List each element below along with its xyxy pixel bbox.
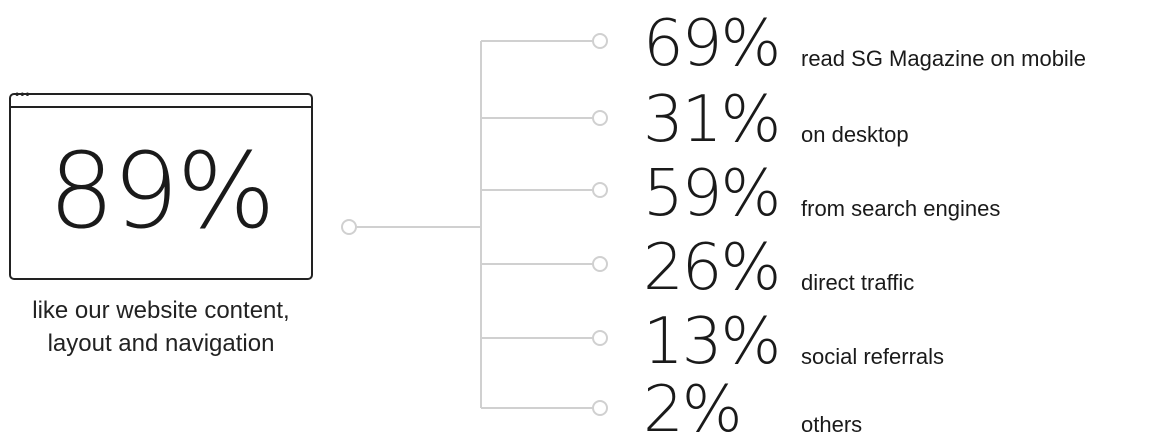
stat-row: 13% social referrals xyxy=(643,305,945,379)
stat-row: 2% others xyxy=(643,373,863,447)
main-stat-caption: like our website content, layout and nav… xyxy=(0,294,322,360)
stat-row: 31% on desktop xyxy=(643,83,909,157)
stat-row: 69% read SG Magazine on mobile xyxy=(643,7,1086,81)
stat-row: 26% direct traffic xyxy=(643,231,915,305)
window-dots-icon: ••• xyxy=(15,87,31,101)
stat-value: 69% xyxy=(643,7,781,81)
stat-value: 59% xyxy=(643,157,781,231)
browser-window-graphic: ••• 89% xyxy=(9,88,313,280)
connector-node-2 xyxy=(592,110,608,126)
stat-value: 13% xyxy=(643,305,781,379)
stat-row: 59% from search engines xyxy=(643,157,1001,231)
browser-titlebar: ••• xyxy=(11,88,311,108)
stat-label: direct traffic xyxy=(801,270,915,295)
stat-label: read SG Magazine on mobile xyxy=(801,46,1086,71)
main-stat-value: 89% xyxy=(48,130,275,252)
stat-value: 26% xyxy=(643,231,781,305)
connector-node-1 xyxy=(592,33,608,49)
stat-label: others xyxy=(801,412,863,437)
stat-value: 31% xyxy=(643,83,781,157)
main-stat-caption-line2: layout and navigation xyxy=(47,330,275,357)
connector-node-6 xyxy=(592,400,608,416)
stat-label: on desktop xyxy=(801,122,909,147)
stat-value: 2% xyxy=(643,373,743,447)
connector-node-main xyxy=(341,219,357,235)
connector-node-5 xyxy=(592,330,608,346)
stat-label: social referrals xyxy=(801,344,945,369)
stat-label: from search engines xyxy=(801,196,1001,221)
connector-node-3 xyxy=(592,182,608,198)
connector-node-4 xyxy=(592,256,608,272)
main-stat-caption-line1: like our website content, xyxy=(32,297,290,324)
